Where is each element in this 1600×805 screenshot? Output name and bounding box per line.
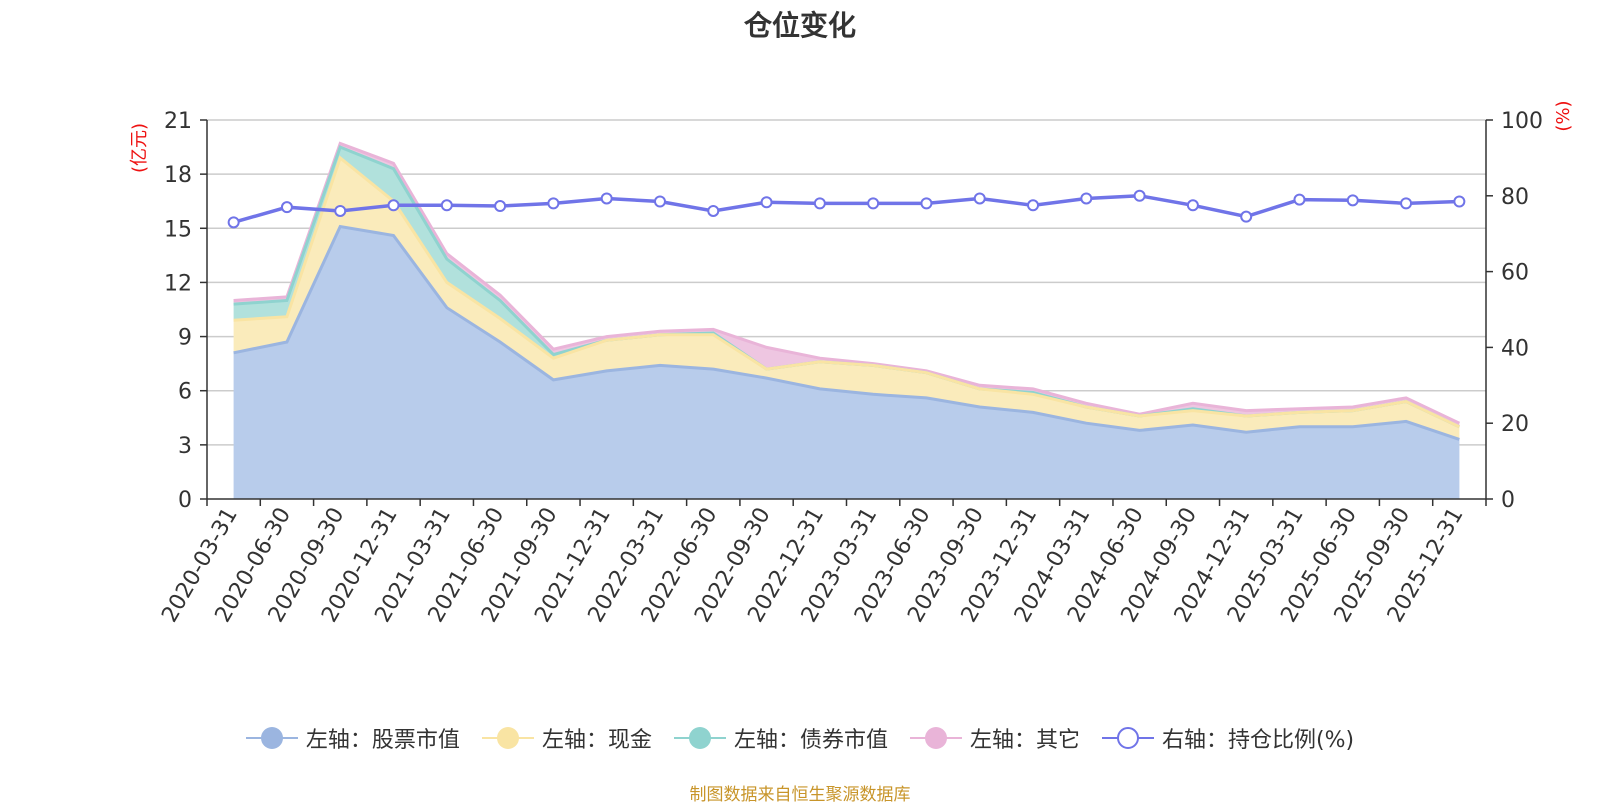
ratio-point	[1080, 192, 1093, 205]
ratio-point	[1453, 195, 1466, 208]
area-series-0	[233, 226, 1460, 499]
ratio-point	[227, 216, 240, 229]
legend-stock-icon	[245, 724, 298, 752]
ratio-point	[1240, 210, 1253, 223]
right-axis-tick-label: 80	[1501, 185, 1529, 210]
legend-item-bond[interactable]: 左轴：债券市值	[673, 722, 888, 754]
legend-label-other: 左轴：其它	[969, 728, 1080, 753]
ratio-point	[1346, 194, 1359, 207]
ratio-point	[334, 204, 347, 217]
ratio-point	[760, 196, 773, 209]
ratio-point	[867, 197, 880, 210]
left-axis-tick-label: 21	[164, 109, 192, 134]
right-axis-unit-label: (%)	[1553, 100, 1574, 131]
legend-item-cash[interactable]: 左轴：现金	[481, 722, 652, 754]
ratio-point	[494, 200, 507, 213]
ratio-line	[233, 194, 1460, 224]
chart-title: 仓位变化	[743, 9, 856, 42]
left-axis-tick-label: 0	[178, 488, 192, 513]
area-edge-series-3	[233, 141, 1461, 425]
ratio-point	[387, 199, 400, 212]
ratio-point	[973, 192, 986, 205]
legend-item-other[interactable]: 左轴：其它	[909, 722, 1080, 754]
area-edge-series-0	[233, 224, 1460, 441]
legend-item-ratio[interactable]: 右轴：持仓比例(%)	[1101, 722, 1355, 754]
stacked-areas	[233, 141, 1461, 499]
right-axis-tick-label: 0	[1501, 488, 1515, 513]
legend-bond-icon	[673, 724, 726, 752]
right-axis-tick-label: 40	[1501, 336, 1529, 361]
legend: 左轴：股票市值 左轴：现金 左轴：债券市值 左轴：其它 右轴：持仓比例(%)	[0, 722, 1600, 754]
legend-label-bond: 左轴：债券市值	[733, 728, 888, 753]
area-series-2	[233, 147, 1460, 427]
ratio-point	[707, 204, 720, 217]
right-axis-tick-label: 100	[1501, 109, 1543, 134]
left-axis-unit-label: (亿元)	[129, 123, 150, 173]
left-axis-tick-label: 18	[164, 163, 192, 188]
legend-other-icon	[909, 724, 962, 752]
ratio-point	[920, 197, 933, 210]
legend-label-stock: 左轴：股票市值	[305, 728, 460, 753]
ratio-point	[1293, 193, 1306, 206]
left-axis-tick-label: 3	[178, 434, 192, 459]
ratio-point	[1186, 199, 1199, 212]
left-axis-tick-label: 9	[178, 326, 192, 351]
source-note: 制图数据来自恒生聚源数据库	[689, 785, 911, 805]
chart-area: 0369121518210204060801002020-03-312020-0…	[129, 100, 1574, 626]
ratio-point	[1027, 199, 1040, 212]
ratio-point	[653, 195, 666, 208]
right-axis-tick-label: 60	[1501, 261, 1529, 286]
left-axis-tick-label: 12	[164, 271, 192, 296]
ratio-line-layer	[227, 189, 1466, 229]
legend-label-ratio: 右轴：持仓比例(%)	[1161, 728, 1355, 753]
left-axis-tick-label: 6	[178, 380, 192, 405]
legend-cash-icon	[481, 724, 534, 752]
ratio-point	[440, 199, 453, 212]
ratio-point	[547, 197, 560, 210]
area-edge-series-1	[233, 155, 1461, 429]
legend-item-stock[interactable]: 左轴：股票市值	[245, 722, 460, 754]
legend-label-cash: 左轴：现金	[541, 728, 652, 753]
legend-ratio-icon	[1101, 724, 1154, 752]
ratio-point	[280, 201, 293, 214]
left-axis-tick-label: 15	[164, 217, 192, 242]
ratio-point	[813, 197, 826, 210]
ratio-point	[600, 192, 613, 205]
right-axis-tick-label: 20	[1501, 412, 1529, 437]
ratio-point	[1400, 197, 1413, 210]
ratio-point	[1133, 189, 1146, 202]
